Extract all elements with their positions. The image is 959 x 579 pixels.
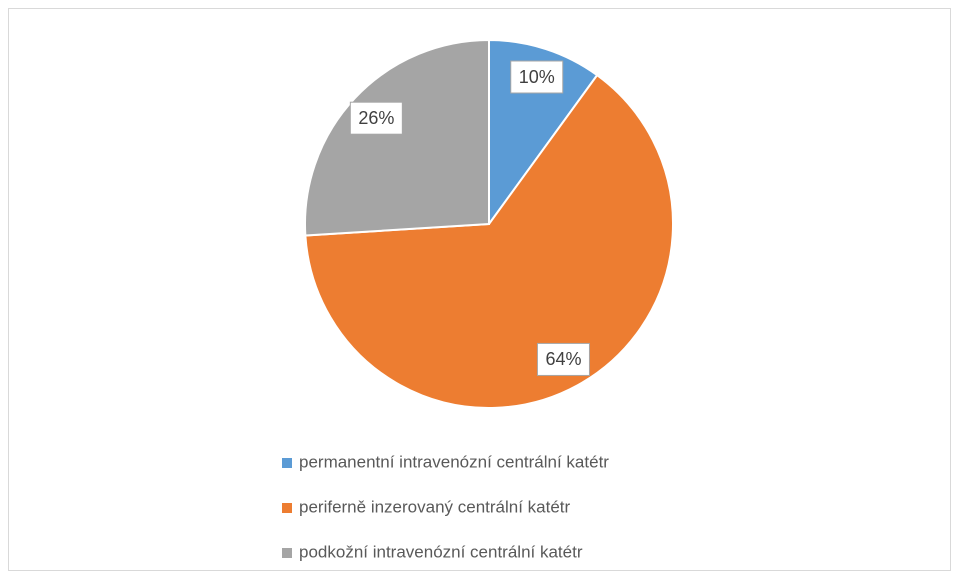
legend-swatch <box>282 503 292 513</box>
legend-swatch <box>282 548 292 558</box>
legend-label: periferně inzerovaný centrální katétr <box>299 497 571 516</box>
data-label: 10% <box>519 67 555 87</box>
data-label: 64% <box>545 349 581 369</box>
pie-slice <box>304 38 490 237</box>
data-label-box <box>536 342 590 376</box>
data-label-box <box>349 101 403 135</box>
pie-slice <box>304 73 674 409</box>
legend-label: podkožní intravenózní centrální katétr <box>299 542 583 561</box>
data-label-box <box>510 60 564 94</box>
legend-swatch <box>282 458 292 468</box>
data-label: 26% <box>358 108 394 128</box>
legend-label: permanentní intravenózní centrální katét… <box>299 452 609 471</box>
